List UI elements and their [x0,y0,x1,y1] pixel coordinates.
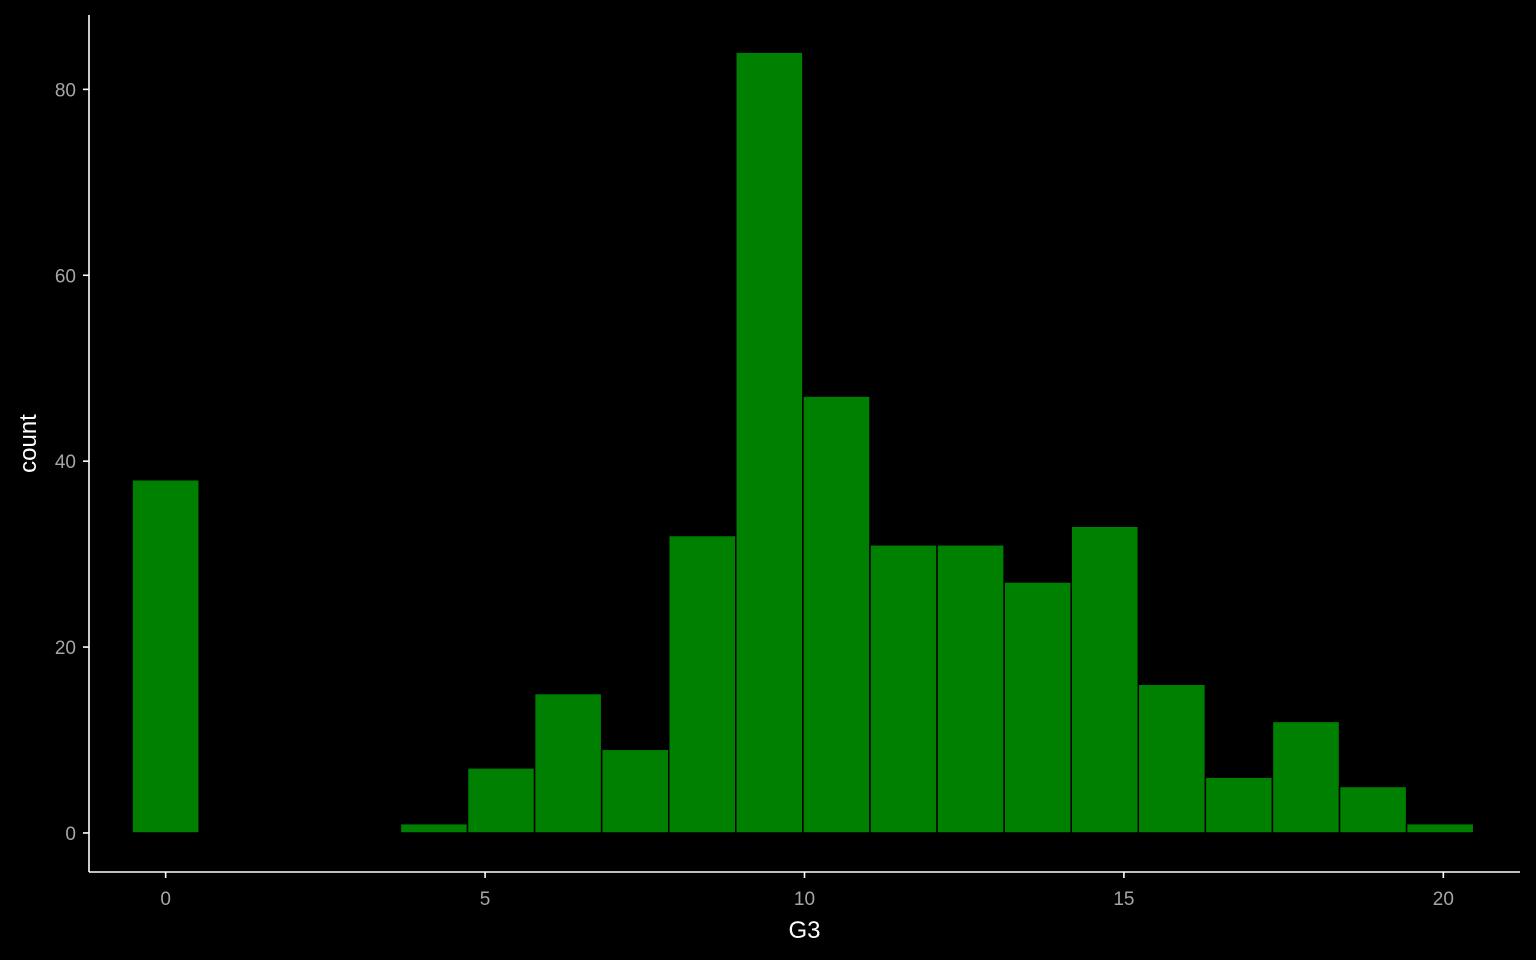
histogram-bar [399,822,469,834]
histogram-bar [667,534,737,834]
histogram-bar [1271,720,1341,834]
y-tick-label: 20 [55,638,76,659]
x-tick-label: 5 [480,889,491,910]
histogram-bar [1137,683,1207,834]
x-axis-title: G3 [788,917,820,944]
y-tick-label: 40 [55,452,76,473]
histogram-bar [936,544,1005,834]
histogram-bar [1003,581,1072,834]
x-tick-label: 0 [160,889,171,910]
histogram-bar [466,767,536,834]
x-ticks-group: 0 5 10 15 20 [160,872,1454,910]
bars-group [131,51,1475,834]
y-tick-label: 80 [55,80,76,101]
histogram-bar [1204,776,1274,834]
histogram-bar [869,544,938,834]
x-tick-label: 10 [794,889,815,910]
y-tick-label: 60 [55,266,76,287]
histogram-bar [533,692,603,834]
x-tick-label: 20 [1433,889,1454,910]
histogram-bar [131,479,200,834]
x-tick-label: 15 [1113,889,1134,910]
histogram-bar [802,395,871,834]
histogram-bar [600,748,670,834]
y-tick-label: 0 [65,824,76,845]
histogram-bar [1338,785,1408,834]
y-axis-title: count [15,414,42,473]
histogram-bar [1405,822,1475,834]
histogram-bar [735,51,804,834]
y-ticks-group: 0 20 40 60 80 [55,80,89,845]
histogram-bar [1070,525,1140,834]
